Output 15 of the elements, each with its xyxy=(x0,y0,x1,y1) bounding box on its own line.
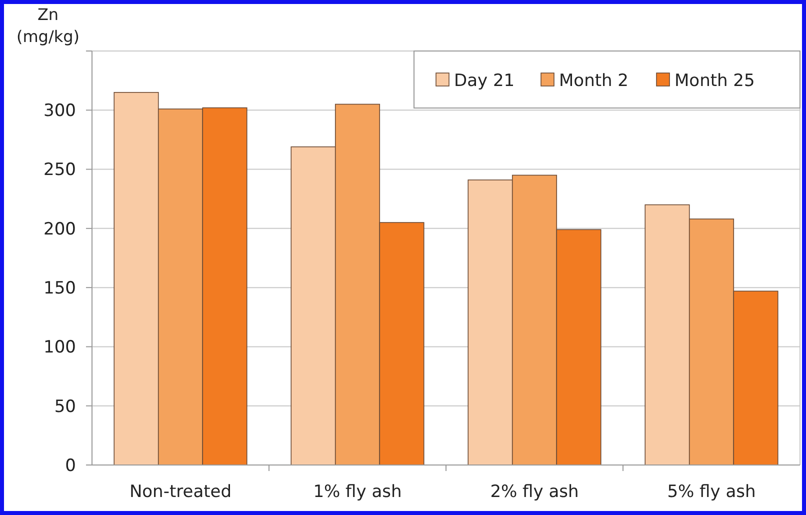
x-tick-label: 5% fly ash xyxy=(667,482,756,502)
legend-label: Month 2 xyxy=(559,70,629,91)
y-tick-label: 300 xyxy=(44,101,76,122)
legend-label: Month 25 xyxy=(674,70,755,91)
y-tick-label: 200 xyxy=(44,219,76,240)
legend-label: Day 21 xyxy=(454,70,515,91)
x-tick-label: Non-treated xyxy=(129,482,232,502)
x-tick-label: 1% fly ash xyxy=(313,482,402,502)
y-tick-label: 100 xyxy=(44,338,76,358)
y-axis-title: Zn (mg/kg) xyxy=(16,5,80,46)
x-tick-label: 2% fly ash xyxy=(490,482,579,502)
y-tick-label: 50 xyxy=(54,396,76,417)
y-tick-label: 0 xyxy=(65,456,76,476)
y-tick-label: 250 xyxy=(44,160,76,180)
y-tick-label: 150 xyxy=(44,278,76,299)
